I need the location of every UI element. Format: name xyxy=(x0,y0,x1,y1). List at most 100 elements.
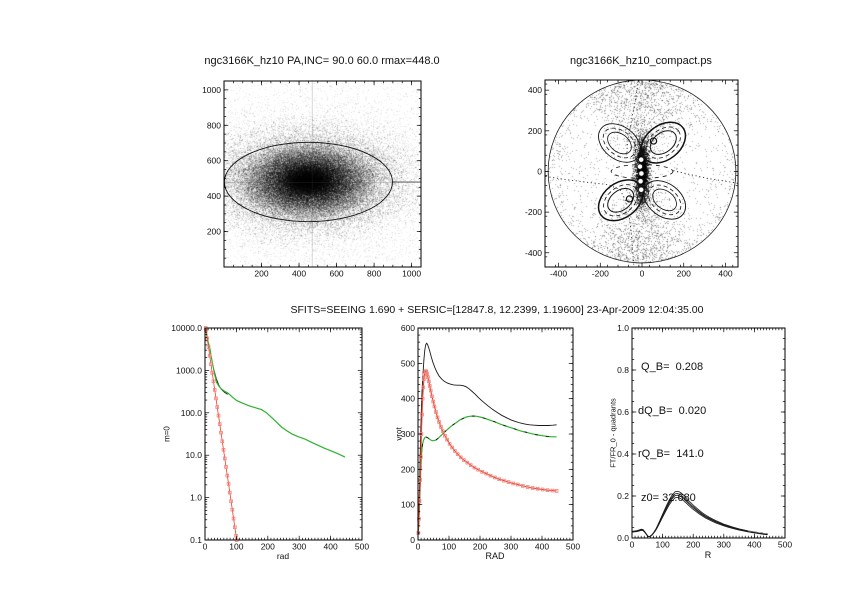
tick-label: 400 xyxy=(292,269,306,279)
tick-label: 0 xyxy=(203,542,208,552)
marker-square xyxy=(424,370,429,374)
marker-square xyxy=(215,405,220,409)
marker-square xyxy=(540,487,545,492)
panel-compact_contours: -400 -200 0 200 400 -400 -200 0 200 400 xyxy=(525,79,739,279)
white-knot xyxy=(638,170,645,177)
marker-square xyxy=(437,420,441,424)
marker-square xyxy=(207,353,212,358)
tick-label: 0 xyxy=(410,535,415,545)
tick-label: 0.4 xyxy=(617,449,629,459)
tick-label: 500 xyxy=(566,542,580,552)
tick-label: 400 xyxy=(324,542,338,552)
tick-label: -400 xyxy=(550,269,567,279)
marker-square xyxy=(206,345,211,349)
marker-square xyxy=(225,473,230,478)
tick-label: 0 xyxy=(537,166,542,176)
marker-square xyxy=(465,460,470,465)
annotation-line: rQ_B= 141.0 xyxy=(638,448,704,460)
tick-label: 200 xyxy=(528,126,542,136)
contour-lobe-dashed xyxy=(647,184,682,216)
tick-label: 0 xyxy=(640,269,645,279)
marker-square xyxy=(216,413,221,418)
marker-square xyxy=(434,410,438,414)
annotation-line: Q_B= 0.208 xyxy=(638,361,704,373)
marker-square xyxy=(219,430,223,435)
marker-square xyxy=(506,480,511,484)
marker-square xyxy=(476,467,480,472)
xlabel-R: R xyxy=(704,550,712,560)
marker-square xyxy=(231,516,236,521)
tick-label: 100 xyxy=(656,540,670,550)
tick-label: 10.0 xyxy=(185,450,202,460)
tick-label: 300 xyxy=(504,542,518,552)
marker-square xyxy=(440,429,445,433)
marker-square xyxy=(217,422,222,426)
marker-square xyxy=(430,394,434,398)
tick-label: 300 xyxy=(717,540,731,550)
tick-label: 600 xyxy=(207,156,221,166)
series-quadrant_curves_black xyxy=(632,490,768,537)
tick-label: 0 xyxy=(416,542,421,552)
tick-label: 400 xyxy=(528,85,542,95)
tick-label: 100.0 xyxy=(181,408,203,418)
white-knot xyxy=(638,186,645,193)
marker-square xyxy=(545,488,550,492)
dotted-node-line xyxy=(626,80,639,156)
tick-label: 200 xyxy=(401,464,415,474)
marker-square xyxy=(450,445,454,450)
marker-square xyxy=(427,384,432,388)
tick-label: 200 xyxy=(254,269,268,279)
marker-square xyxy=(516,482,520,487)
tick-label: 0.1 xyxy=(190,535,202,545)
contour-lobe-outer xyxy=(640,121,687,164)
tick-label: 100 xyxy=(401,500,415,510)
contour-lobe-outer xyxy=(597,179,644,222)
contour-knot-circle xyxy=(625,195,634,203)
tick-label: 100 xyxy=(442,542,456,552)
marker-square xyxy=(431,399,435,404)
marker-square xyxy=(210,370,215,375)
xlabel-rad: rad xyxy=(276,551,290,561)
marker-square xyxy=(484,471,488,476)
tick-label: 0.8 xyxy=(617,365,629,375)
marker-square xyxy=(520,484,525,488)
marker-square xyxy=(462,458,466,462)
contour-lobe-dashed xyxy=(645,126,681,159)
annotation-line: z0= 32.680 xyxy=(638,491,696,504)
marker-square xyxy=(468,463,473,467)
tick-label: 0.0 xyxy=(617,533,629,543)
marker-square xyxy=(226,482,231,486)
axis-frame xyxy=(544,79,739,268)
contour-lobe-mid xyxy=(607,131,632,155)
series-disk_green xyxy=(205,328,346,458)
marker-square xyxy=(493,475,497,480)
tick-label: 400 xyxy=(747,540,761,550)
tick-label: 500 xyxy=(355,542,369,552)
marker-square xyxy=(480,470,484,474)
marker-square xyxy=(447,442,452,446)
marker-square xyxy=(511,481,515,486)
fit-annotations: Q_B= 0.208 dQ_B= 0.020 rQ_B= 141.0 z0= 3… xyxy=(638,331,706,520)
marker-square xyxy=(211,379,216,384)
marker-square xyxy=(220,439,225,444)
axis-frame xyxy=(204,327,363,541)
tick-label: 600 xyxy=(401,323,415,333)
tick-label: 400 xyxy=(718,269,732,279)
marker-square xyxy=(233,525,237,530)
tick-label: 1000 xyxy=(202,85,221,95)
marker-square xyxy=(422,377,426,382)
marker-square xyxy=(432,404,437,409)
tick-label: -200 xyxy=(525,207,542,217)
tick-label: -200 xyxy=(592,269,609,279)
marker-square xyxy=(214,396,218,401)
tick-label: 200 xyxy=(261,542,275,552)
tick-label: 0.6 xyxy=(617,407,629,417)
tick-label: 200 xyxy=(473,542,487,552)
contour-lobe-mid xyxy=(649,130,677,155)
marker-square xyxy=(428,388,433,393)
tick-label: 800 xyxy=(367,269,381,279)
marker-square xyxy=(421,385,426,390)
series-total_black xyxy=(417,342,557,533)
series-disk_green_dashed xyxy=(417,415,557,535)
